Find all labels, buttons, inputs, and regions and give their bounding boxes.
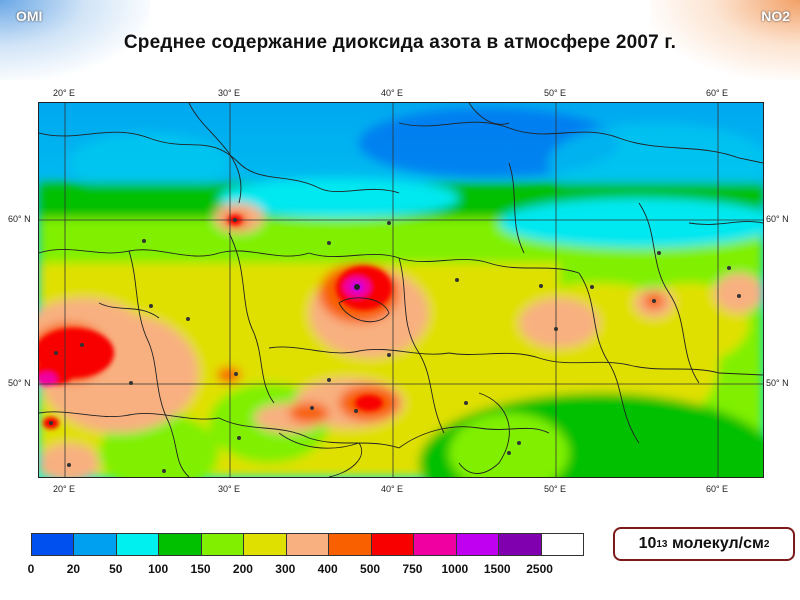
- color-swatch: [286, 534, 330, 555]
- lat-label-left-50: 50° N: [8, 378, 31, 388]
- color-swatch: [456, 534, 500, 555]
- scale-tick-label: 300: [275, 562, 296, 576]
- units-text: молекул/см: [671, 535, 764, 552]
- color-swatch: [159, 534, 202, 555]
- lat-label-right-60: 60° N: [766, 214, 789, 224]
- lat-label-left-60: 60° N: [8, 214, 31, 224]
- gas-label: NO2: [761, 8, 790, 24]
- units-label: 10 13 молекул/см 2: [613, 527, 795, 561]
- color-swatch: [116, 534, 160, 555]
- lon-label-top-50: 50° E: [543, 88, 567, 98]
- scale-tick-label: 1000: [441, 562, 469, 576]
- scale-tick-label: 100: [148, 562, 169, 576]
- no2-concentration-map: [38, 102, 764, 478]
- scale-tick-label: 0: [27, 562, 35, 576]
- page-title: Среднее содержание диоксида азота в атмо…: [123, 32, 677, 53]
- scale-tick-label: 20: [66, 562, 81, 576]
- hotspot-field: [39, 215, 392, 429]
- color-swatch: [499, 534, 542, 555]
- corner-decoration-right: [650, 0, 800, 80]
- color-swatch: [201, 534, 245, 555]
- scale-tick-label: 750: [402, 562, 423, 576]
- lon-label-top-30: 30° E: [217, 88, 241, 98]
- lon-label-bottom-20: 20° E: [52, 484, 76, 494]
- scale-tick-label: 2500: [526, 562, 553, 576]
- scale-tick-label: 200: [232, 562, 253, 576]
- scale-tick-label: 50: [109, 562, 123, 576]
- city-markers: [49, 218, 741, 473]
- units-square: 2: [763, 538, 770, 550]
- lon-label-top-40: 40° E: [380, 88, 404, 98]
- lon-label-top-20: 20° E: [52, 88, 76, 98]
- lon-label-bottom-60: 60° E: [705, 484, 729, 494]
- instrument-label: OMI: [16, 8, 43, 24]
- color-swatch: [32, 534, 75, 555]
- color-swatch: [371, 534, 415, 555]
- lon-label-bottom-50: 50° E: [543, 484, 567, 494]
- map-canvas: [39, 103, 763, 477]
- color-swatch: [414, 534, 457, 555]
- lon-label-top-60: 60° E: [705, 88, 729, 98]
- color-swatch: [329, 534, 372, 555]
- units-exponent: 13: [656, 538, 668, 550]
- scale-tick-label: 500: [360, 562, 381, 576]
- scale-tick-label: 150: [190, 562, 211, 576]
- scale-tick-label: 400: [317, 562, 338, 576]
- graticule: [39, 103, 763, 477]
- color-scale-legend: [31, 533, 584, 556]
- concentration-field: [39, 108, 763, 477]
- country-borders: [39, 103, 763, 477]
- scale-tick-label: 1500: [483, 562, 511, 576]
- lon-label-bottom-30: 30° E: [217, 484, 241, 494]
- color-swatch: [74, 534, 117, 555]
- lon-label-bottom-40: 40° E: [380, 484, 404, 494]
- units-base: 10: [638, 535, 657, 552]
- corner-decoration-left: [0, 0, 150, 80]
- color-swatch: [541, 534, 584, 555]
- color-swatch: [244, 534, 287, 555]
- lat-label-right-50: 50° N: [766, 378, 789, 388]
